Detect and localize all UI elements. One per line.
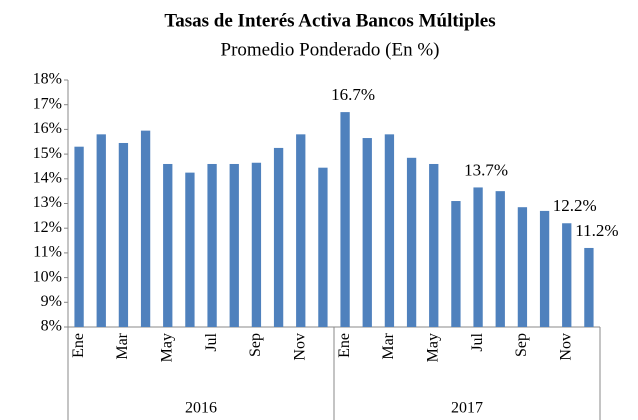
bar <box>584 247 594 327</box>
value-label: 12.2% <box>553 196 597 215</box>
bar <box>185 172 195 327</box>
bar <box>229 163 239 327</box>
y-tick-label: 9% <box>41 293 62 310</box>
bar <box>163 163 173 327</box>
x-tick-label: Mar <box>114 332 131 359</box>
chart-title: Tasas de Interés Activa Bancos Múltiples <box>164 10 495 31</box>
y-tick-label: 15% <box>33 145 62 162</box>
bar <box>384 134 395 327</box>
bar <box>96 134 106 327</box>
bar <box>495 191 505 327</box>
bar <box>140 130 151 327</box>
x-tick-label: Ene <box>70 333 87 358</box>
bar <box>406 157 417 327</box>
bar <box>362 138 372 327</box>
value-label: 16.7% <box>331 85 375 104</box>
value-label: 13.7% <box>464 160 508 179</box>
bar <box>429 163 439 327</box>
bar <box>251 162 262 327</box>
bar <box>118 142 129 327</box>
bar <box>517 207 528 327</box>
y-tick-label: 18% <box>33 71 62 88</box>
bar <box>539 210 550 327</box>
y-tick-label: 12% <box>33 219 62 236</box>
y-tick-label: 17% <box>33 95 62 112</box>
x-tick-label: May <box>424 333 441 362</box>
x-tick-label: May <box>158 333 175 362</box>
x-tick-label: Mar <box>380 332 397 359</box>
value-label: 11.2% <box>575 221 618 240</box>
x-tick-label: Jul <box>203 332 220 351</box>
group-label: 2016 <box>185 400 217 417</box>
group-label: 2017 <box>451 400 483 417</box>
bar <box>296 134 306 327</box>
bar <box>74 146 84 327</box>
y-tick-label: 11% <box>33 244 62 261</box>
x-tick-label: Nov <box>557 333 574 361</box>
bar <box>318 167 328 327</box>
bar <box>451 201 461 327</box>
x-tick-label: Nov <box>291 333 308 361</box>
chart-subtitle: Promedio Ponderado (En %) <box>221 39 440 60</box>
x-tick-label: Sep <box>513 333 530 357</box>
y-tick-label: 16% <box>33 120 62 137</box>
y-tick-label: 13% <box>33 194 62 211</box>
x-tick-label: Ene <box>336 333 353 358</box>
y-tick-label: 10% <box>33 268 62 285</box>
bar <box>340 112 350 327</box>
y-tick-label: 14% <box>33 169 62 186</box>
bar <box>562 223 572 327</box>
x-tick-label: Sep <box>247 333 264 357</box>
bar <box>473 187 483 327</box>
bar <box>273 147 284 327</box>
y-tick-label: 8% <box>41 318 62 335</box>
bar <box>207 163 217 327</box>
x-tick-label: Jul <box>469 332 486 351</box>
